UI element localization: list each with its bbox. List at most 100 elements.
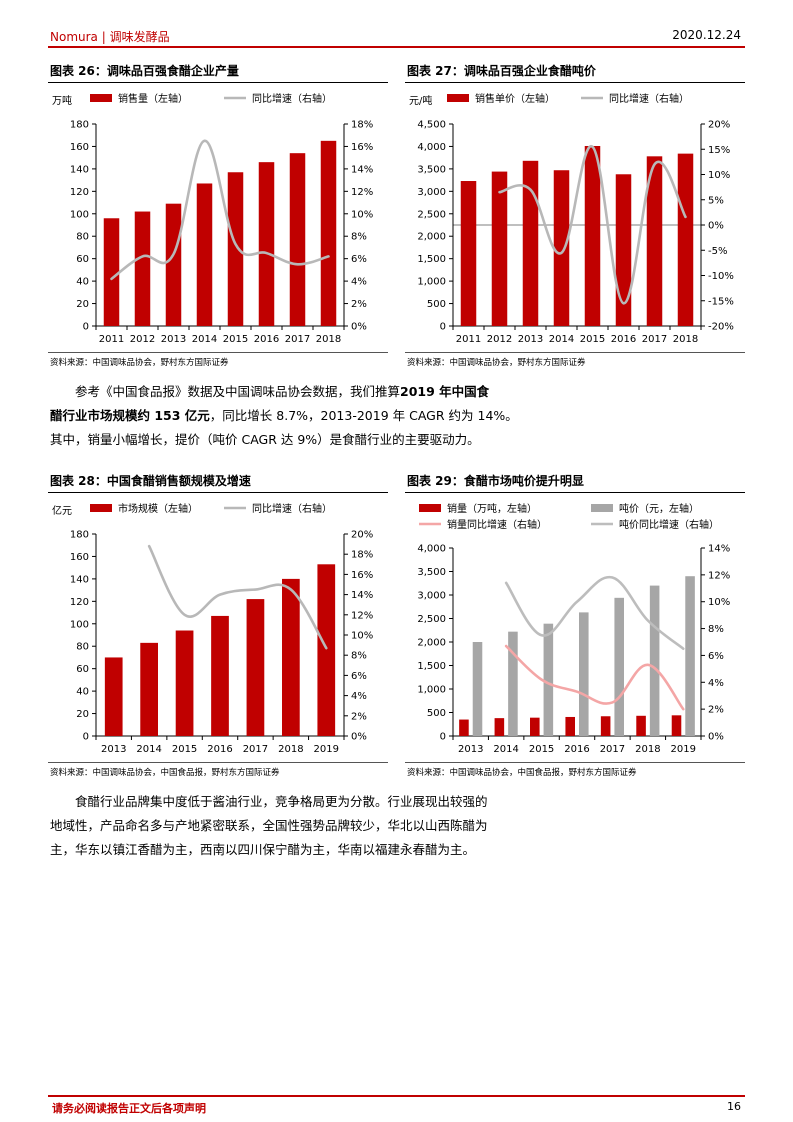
tick-label-right: 0% [351,732,367,743]
tick-label-left: 80 [76,642,89,653]
tick-label-left: 2,000 [417,232,446,243]
series-line [504,575,685,651]
bar [227,172,244,326]
tick-label-x: 2011 [99,334,124,345]
tick-label-left: 20 [76,299,89,310]
tick-label-right: 2% [351,711,367,722]
tick-label-left: 60 [76,664,89,675]
tick-label-x: 2018 [316,334,341,345]
tick-label-right: 12% [708,570,730,581]
tick-label-right: 5% [708,195,724,206]
tick-label-x: 2016 [611,334,636,345]
bar [649,585,660,736]
bar [211,615,229,736]
bar [320,140,337,326]
bar [522,160,539,326]
bar [317,564,336,736]
tick-label-left: 160 [70,142,89,153]
tick-label-left: 20 [76,709,89,720]
legend-label: 销售单价（左轴） [475,92,555,105]
tick-label-right: 4% [708,678,724,689]
chart-27-source: 资料来源：中国调味品协会，野村东方国际证券 [407,358,586,368]
header-separator: | [97,30,110,44]
legend-label: 销量同比增速（右轴） [447,518,547,531]
brand-name: Nomura [50,30,98,44]
header-brand: Nomura | 调味发酵品 [50,28,170,45]
tick-label-right: 0% [351,322,367,333]
chart-29-bottom-rule [405,762,745,763]
tick-label-left: 0 [83,732,89,743]
legend-label: 销量（万吨，左轴） [447,502,537,515]
footer-disclaimer: 请务必阅读报告正文后各项声明 [52,1102,206,1115]
tick-label-left: 120 [70,187,89,198]
bar [677,153,694,326]
tick-label-left: 80 [76,232,89,243]
tick-label-left: 100 [70,209,89,220]
tick-label-x: 2012 [130,334,155,345]
chart-27-bottom-rule [405,352,745,353]
chart-26-title: 图表 26：调味品百强食醋企业产量 [50,64,239,78]
chart-27-title: 图表 27：调味品百强企业食醋吨价 [407,64,596,78]
tick-label-right: 8% [708,624,724,635]
bar [175,630,194,736]
bar [289,153,306,326]
tick-label-left: 4,000 [417,142,446,153]
p1-bold-a: 2019 年中国食 [400,384,490,399]
tick-label-x: 2012 [487,334,512,345]
tick-label-x: 2018 [635,744,660,755]
tick-label-x: 2019 [671,744,696,755]
bar [614,597,624,736]
series-line [498,145,687,305]
tick-label-right: 20% [708,120,730,131]
tick-label-x: 2017 [285,334,310,345]
tick-label-left: 40 [76,687,89,698]
tick-label-x: 2017 [600,744,625,755]
tick-label-right: 20% [351,530,373,541]
tick-label-left: 500 [427,708,446,719]
bar [165,203,182,326]
section-name: 调味发酵品 [109,30,170,44]
legend-label: 销售量（左轴） [118,92,188,105]
bar [491,171,508,326]
chart-26-bottom-rule [48,352,388,353]
tick-label-left: 4,500 [417,120,446,131]
tick-label-right: 10% [708,597,730,608]
unit-label: 万吨 [52,94,72,107]
tick-label-left: 2,000 [417,638,446,649]
paragraph-1-line-2: 醋行业市场规模约 153 亿元，同比增长 8.7%，2013-2019 年 CA… [50,404,518,428]
tick-label-left: 2,500 [417,209,446,220]
bar [636,715,646,736]
tick-label-right: 2% [708,705,724,716]
tick-label-right: 18% [351,120,373,131]
series-line [504,644,685,711]
tick-label-left: 160 [70,552,89,563]
tick-label-right: 10% [351,209,373,220]
legend-label: 市场规模（左轴） [118,502,198,515]
chart-28-title: 图表 28：中国食醋销售额规模及增速 [50,474,251,488]
bar [553,170,570,326]
chart-26-top-rule [48,82,388,83]
bar [579,612,589,736]
series-line [147,544,328,650]
paragraph-1-line-1: 参考《中国食品报》数据及中国调味品协会数据，我们推算2019 年中国食 [75,380,489,404]
bar [258,162,275,326]
chart-28-bottom-rule [48,762,388,763]
tick-label-right: -5% [708,246,727,257]
bar [472,642,483,736]
chart-28-source: 资料来源：中国调味品协会，中国食品报，野村东方国际证券 [50,768,280,778]
legend-label: 同比增速（右轴） [609,92,689,105]
tick-label-right: 0% [708,732,724,743]
tick-label-x: 2013 [161,334,186,345]
page-number: 16 [727,1100,741,1113]
tick-label-x: 2016 [254,334,279,345]
legend-swatch [90,94,112,102]
tick-label-left: 120 [70,597,89,608]
tick-label-right: 8% [351,232,367,243]
chart-28-top-rule [48,492,388,493]
tick-label-left: 3,500 [417,567,446,578]
tick-label-x: 2018 [278,744,303,755]
chart-29-title: 图表 29：食醋市场吨价提升明显 [407,474,584,488]
chart-27-top-rule [405,82,745,83]
tick-label-x: 2014 [549,334,574,345]
tick-label-x: 2013 [458,744,483,755]
